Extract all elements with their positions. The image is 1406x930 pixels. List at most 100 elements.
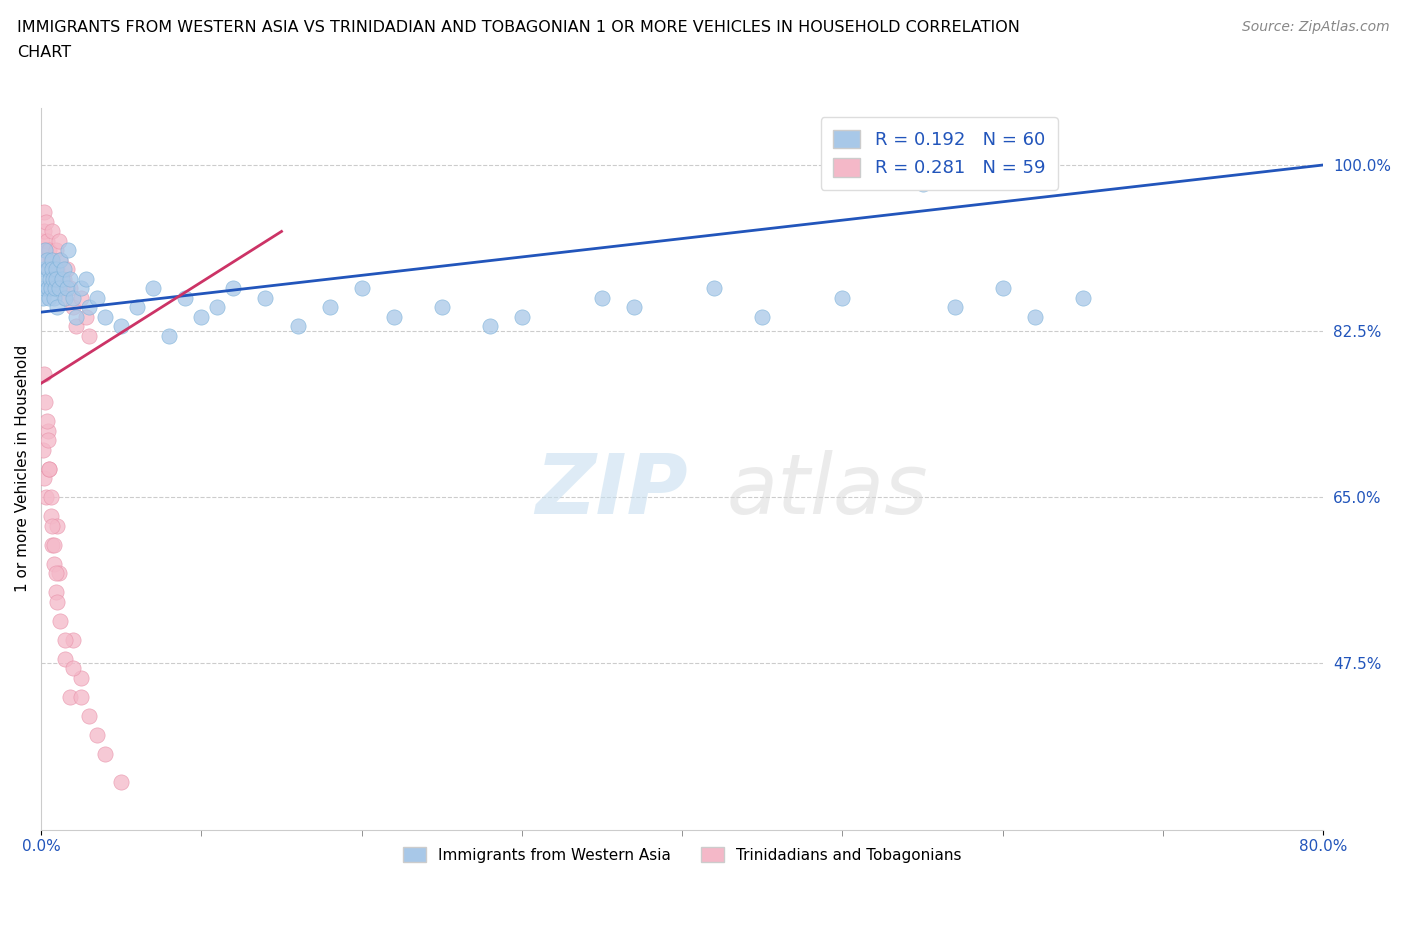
- Point: [38, 290, 60, 305]
- Point: [31, 252, 53, 267]
- Point: [190, 310, 212, 325]
- Point: [31, 290, 53, 305]
- Point: [430, 300, 453, 315]
- Point: [287, 319, 309, 334]
- Point: [51, 272, 73, 286]
- Text: Source: ZipAtlas.com: Source: ZipAtlas.com: [1241, 20, 1389, 34]
- Point: [77, 328, 100, 343]
- Point: [55, 262, 77, 277]
- Point: [207, 300, 229, 315]
- Point: [32, 281, 55, 296]
- Point: [59, 281, 82, 296]
- Point: [75, 272, 97, 286]
- Point: [65, 319, 87, 334]
- Point: [34, 243, 56, 258]
- Point: [32, 205, 55, 219]
- Point: [510, 310, 533, 325]
- Point: [41, 518, 63, 533]
- Point: [44, 565, 66, 580]
- Point: [65, 310, 87, 325]
- Point: [34, 224, 56, 239]
- Point: [70, 671, 93, 685]
- Point: [35, 233, 58, 248]
- Point: [318, 300, 340, 315]
- Point: [53, 290, 76, 305]
- Point: [34, 243, 56, 258]
- Text: ZIP: ZIP: [534, 450, 688, 531]
- Point: [55, 281, 77, 296]
- Point: [77, 300, 100, 315]
- Point: [34, 395, 56, 410]
- Point: [44, 262, 66, 277]
- Point: [39, 252, 62, 267]
- Point: [39, 509, 62, 524]
- Point: [254, 290, 277, 305]
- Point: [478, 319, 501, 334]
- Point: [53, 651, 76, 666]
- Y-axis label: 1 or more Vehicles in Household: 1 or more Vehicles in Household: [15, 345, 30, 592]
- Point: [39, 281, 62, 296]
- Point: [142, 281, 165, 296]
- Point: [35, 272, 58, 286]
- Point: [42, 272, 65, 286]
- Point: [62, 300, 84, 315]
- Point: [37, 423, 59, 438]
- Point: [52, 262, 75, 277]
- Point: [94, 310, 117, 325]
- Point: [382, 310, 405, 325]
- Point: [49, 252, 72, 267]
- Text: IMMIGRANTS FROM WESTERN ASIA VS TRINIDADIAN AND TOBAGONIAN 1 OR MORE VEHICLES IN: IMMIGRANTS FROM WESTERN ASIA VS TRINIDAD…: [17, 20, 1019, 35]
- Point: [48, 281, 70, 296]
- Point: [110, 775, 132, 790]
- Point: [37, 262, 59, 277]
- Point: [53, 290, 76, 305]
- Point: [41, 224, 63, 239]
- Point: [86, 290, 108, 305]
- Point: [37, 432, 59, 447]
- Point: [53, 632, 76, 647]
- Point: [39, 272, 62, 286]
- Point: [62, 660, 84, 675]
- Point: [37, 281, 59, 296]
- Point: [70, 290, 93, 305]
- Point: [46, 300, 69, 315]
- Point: [35, 414, 58, 429]
- Point: [1024, 310, 1046, 325]
- Point: [86, 727, 108, 742]
- Point: [35, 215, 58, 230]
- Point: [70, 281, 93, 296]
- Point: [31, 443, 53, 458]
- Text: CHART: CHART: [17, 45, 70, 60]
- Point: [38, 243, 60, 258]
- Point: [1071, 290, 1094, 305]
- Point: [991, 281, 1014, 296]
- Point: [38, 461, 60, 476]
- Point: [42, 272, 65, 286]
- Point: [350, 281, 373, 296]
- Point: [48, 233, 70, 248]
- Point: [34, 471, 56, 485]
- Point: [174, 290, 197, 305]
- Point: [45, 272, 67, 286]
- Point: [94, 746, 117, 761]
- Point: [70, 689, 93, 704]
- Point: [222, 281, 245, 296]
- Point: [41, 538, 63, 552]
- Text: atlas: atlas: [727, 450, 929, 531]
- Point: [58, 243, 80, 258]
- Point: [41, 262, 63, 277]
- Point: [42, 290, 65, 305]
- Point: [31, 233, 53, 248]
- Point: [77, 709, 100, 724]
- Point: [157, 328, 180, 343]
- Point: [38, 461, 60, 476]
- Point: [49, 613, 72, 628]
- Point: [41, 252, 63, 267]
- Point: [110, 319, 132, 334]
- Point: [127, 300, 149, 315]
- Point: [46, 518, 69, 533]
- Point: [59, 689, 82, 704]
- Point: [46, 262, 69, 277]
- Point: [49, 252, 72, 267]
- Point: [44, 585, 66, 600]
